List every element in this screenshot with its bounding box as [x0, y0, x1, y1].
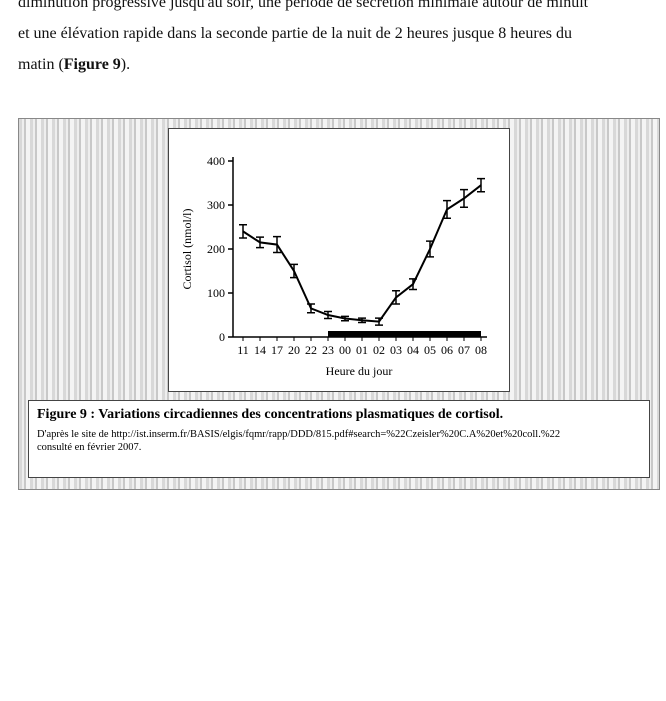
x-tick-label: 08 [475, 343, 487, 357]
source: D'après le site de http://ist.inserm.fr/… [37, 429, 561, 440]
x-tick-label: 11 [237, 343, 249, 357]
y-axis-label: Cortisol (nmol/l) [180, 208, 194, 289]
text-line: matin (Figure 9). [18, 56, 130, 74]
y-tick-label: 300 [207, 198, 225, 212]
x-tick-label: 20 [288, 343, 300, 357]
x-tick-label: 22 [305, 343, 317, 357]
caption-box: Figure 9 : Variations circadiennes des c… [28, 400, 650, 478]
error-bar [477, 177, 485, 193]
error-bar [443, 199, 451, 219]
x-tick-label: 04 [407, 343, 419, 357]
error-bar [426, 240, 434, 258]
reference: Figure 9 [63, 56, 121, 73]
error-bar [375, 317, 383, 326]
consulted: consulté en février 2007. [37, 442, 142, 453]
error-bar [358, 317, 366, 324]
error-bar [409, 278, 417, 291]
text: matin ( [18, 56, 64, 73]
chart: Cortisol (nmol/l) Heure du jour 01002003… [180, 154, 487, 378]
x-tick-label: 23 [322, 343, 334, 357]
x-axis-label: Heure du jour [326, 364, 393, 378]
y-tick-label: 0 [219, 330, 225, 344]
x-tick-label: 14 [254, 343, 266, 357]
x-tick-label: 17 [271, 343, 283, 357]
y-tick-label: 400 [207, 154, 225, 168]
x-tick-label: 06 [441, 343, 453, 357]
text-line: et une élévation rapide dans la seconde … [18, 25, 573, 42]
error-bar [460, 188, 468, 208]
x-tick-label: 01 [356, 343, 368, 357]
error-bar [290, 263, 298, 279]
error-bar [324, 310, 332, 320]
error-bar [273, 235, 281, 254]
y-tick-label: 200 [207, 242, 225, 256]
chart-box: Cortisol (nmol/l) Heure du jour 0 100 200 3… [168, 128, 510, 392]
text-line: diminution progressive jusqu'au soir, un… [18, 0, 589, 11]
error-bar [256, 236, 264, 249]
error-bar [341, 315, 349, 322]
x-tick-label: 05 [424, 343, 436, 357]
x-tick-label: 07 [458, 343, 470, 357]
text: ). [120, 56, 131, 73]
error-bar [392, 290, 400, 305]
x-tick-label: 03 [390, 343, 402, 357]
data-line [242, 184, 482, 323]
x-tick-label: 00 [339, 343, 351, 357]
x-tick-label: 02 [373, 343, 385, 357]
caption: Figure 9 : Variations circadiennes des c… [37, 407, 504, 422]
error-bar [239, 224, 247, 239]
night-bar [328, 331, 481, 337]
y-tick-label: 100 [207, 286, 225, 300]
error-bar [307, 303, 315, 314]
